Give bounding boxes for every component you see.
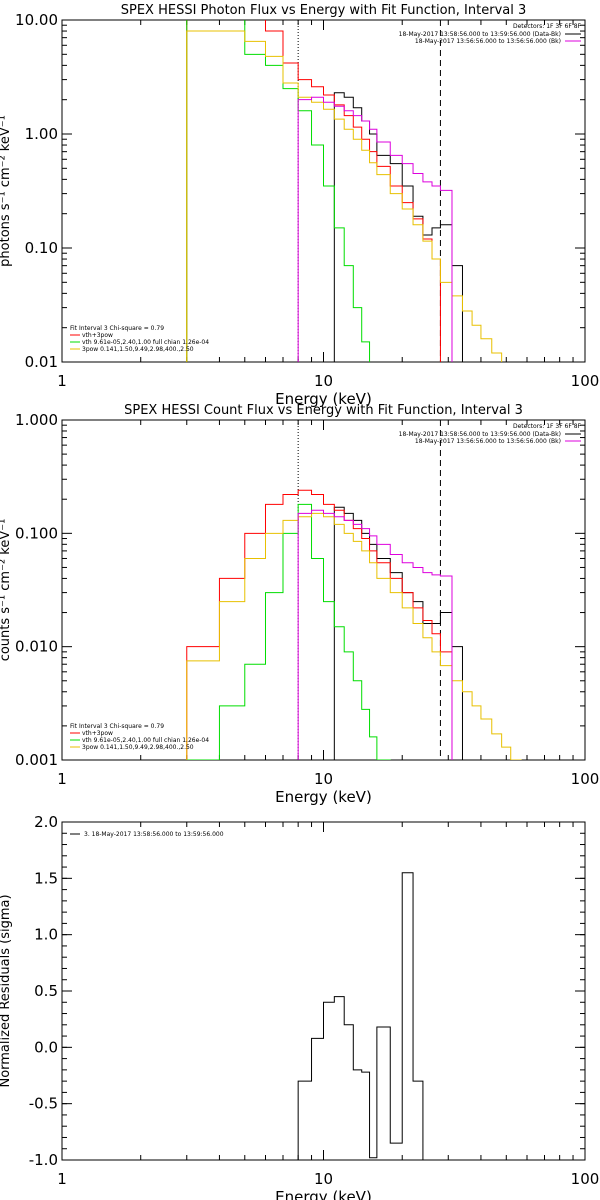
series-vth-3pow xyxy=(186,489,453,760)
legend-header: Fit Interval 3 Chi-square = 0.79 xyxy=(70,723,164,730)
y-tick-label: 10.00 xyxy=(15,11,58,29)
x-tick-label: 10 xyxy=(314,770,333,788)
chart-title: SPEX HESSI Count Flux vs Energy with Fit… xyxy=(124,403,523,418)
x-tick-label: 10 xyxy=(314,1170,333,1188)
y-tick-label: 0.5 xyxy=(34,982,58,1000)
x-tick-label: 100 xyxy=(571,372,600,390)
y-tick-label: 0.01 xyxy=(25,353,58,371)
x-axis-label: Energy (keV) xyxy=(275,1188,372,1200)
chart-panel-1: SPEX HESSI Photon Flux vs Energy with Fi… xyxy=(0,3,600,408)
series-data xyxy=(333,92,463,362)
x-axis-label: Energy (keV) xyxy=(275,390,372,408)
x-axis-label: Energy (keV) xyxy=(275,788,372,806)
y-tick-label: -1.0 xyxy=(29,1151,58,1169)
chart-panel-3: 1 10 100 2.0 1.5 1.0 0.5 0.0 -0.5 -1.0 Energy (keV… xyxy=(0,813,599,1200)
plot-frame xyxy=(61,19,586,363)
y-tick-label: 2.0 xyxy=(34,813,58,831)
series-3pow xyxy=(186,30,503,362)
series-vth xyxy=(186,503,391,760)
legend-item-label: 3pow 0.141,1.50,9.49,2.98,400.,2.50 xyxy=(82,346,194,353)
legend-item-label: 18-May-2017 13:56:56.000 to 13:56:56.000… xyxy=(415,438,561,445)
series-3pow xyxy=(186,512,522,760)
series-group xyxy=(186,20,503,362)
y-tick-label: 0.100 xyxy=(15,524,58,542)
series-group xyxy=(186,489,522,760)
legend-item-label: vth+3pow xyxy=(82,332,113,339)
y-tick-label: 1.000 xyxy=(15,411,58,429)
legend-header: Fit Interval 3 Chi-square = 0.79 xyxy=(70,325,164,332)
x-tick-label: 1 xyxy=(57,770,67,788)
legend-item-label: 3. 18-May-2017 13:58:56.000 to 13:59:56.… xyxy=(84,831,224,838)
series-group xyxy=(297,872,424,1160)
x-tick-label: 100 xyxy=(571,770,600,788)
legend-item-label: 18-May-2017 13:56:56.000 to 13:56:56.000… xyxy=(415,38,561,45)
legend-header: Detectors: 1F 3F 6F 8F xyxy=(513,23,582,30)
y-tick-label: 0.010 xyxy=(15,638,58,656)
series-vth xyxy=(186,20,371,362)
legend-item-label: vth 9.61e-05,2.40,1.00 full chian 1.26e-… xyxy=(82,339,209,346)
legend-item-label: vth+3pow xyxy=(82,730,113,737)
series-residuals xyxy=(297,872,424,1160)
series-bk xyxy=(297,96,453,362)
y-axis-label: photons s⁻¹ cm⁻² keV⁻¹ xyxy=(0,115,13,267)
y-tick-label: 0.0 xyxy=(34,1038,58,1056)
legend-item-label: 18-May-2017 13:58:56.000 to 13:59:56.000… xyxy=(399,31,561,38)
legend-item-label: vth 9.61e-05,2.40,1.00 full chian 1.26e-… xyxy=(82,737,209,744)
x-tick-label: 100 xyxy=(571,1170,600,1188)
chart-panel-2: SPEX HESSI Count Flux vs Energy with Fit… xyxy=(0,403,599,806)
x-tick-label: 10 xyxy=(314,372,333,390)
series-data xyxy=(333,506,463,760)
x-tick-label: 1 xyxy=(57,372,67,390)
x-tick-label: 1 xyxy=(57,1170,67,1188)
y-tick-label: 1.5 xyxy=(34,869,58,887)
y-tick-label: 0.10 xyxy=(25,239,58,257)
y-axis-label: Normalized Residuals (sigma) xyxy=(0,894,13,1087)
y-tick-label: -0.5 xyxy=(29,1095,58,1113)
series-bk xyxy=(297,509,453,760)
y-tick-label: 1.00 xyxy=(25,125,58,143)
y-axis-label: counts s⁻¹ cm⁻² keV⁻¹ xyxy=(0,519,13,662)
y-tick-label: 0.001 xyxy=(15,751,58,769)
legend-header: Detectors: 1F 3F 6F 8F xyxy=(513,423,582,430)
plot-frame xyxy=(61,821,586,1161)
y-tick-label: 1.0 xyxy=(34,926,58,944)
legend-item-label: 18-May-2017 13:58:56.000 to 13:59:56.000… xyxy=(399,431,561,438)
legend-item-label: 3pow 0.141,1.50,9.49,2.98,400.,2.50 xyxy=(82,744,194,751)
chart-title: SPEX HESSI Photon Flux vs Energy with Fi… xyxy=(121,3,527,18)
